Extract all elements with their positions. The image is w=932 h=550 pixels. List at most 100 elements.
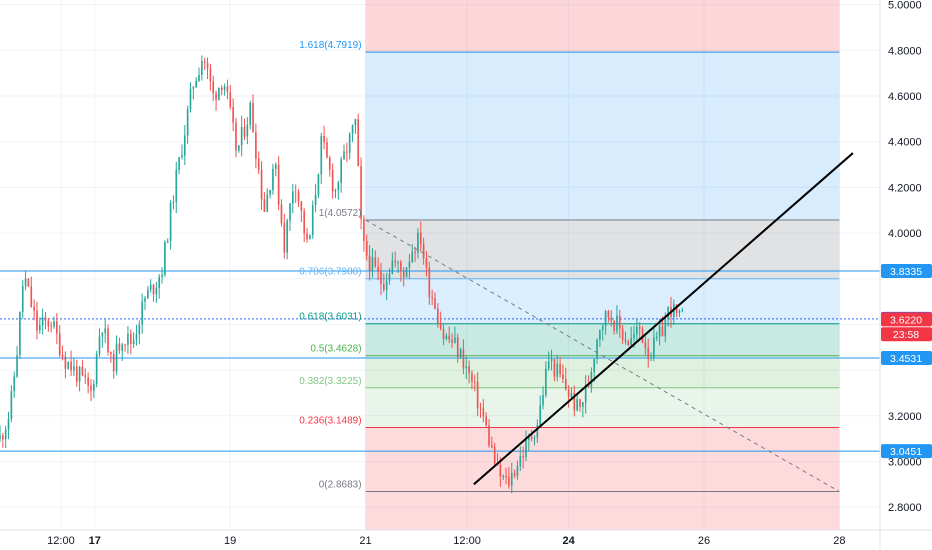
candle-body xyxy=(4,429,7,440)
candle-body xyxy=(198,74,200,81)
candle-body xyxy=(121,344,124,351)
candle-body xyxy=(459,349,462,357)
x-tick-label: 12:00 xyxy=(453,535,481,547)
candle-body xyxy=(223,86,226,91)
candle-body xyxy=(567,389,570,397)
candle-body xyxy=(178,157,180,170)
candle-body xyxy=(158,276,161,289)
y-tick-label: 5.0000 xyxy=(888,0,922,12)
candle-body xyxy=(505,476,507,478)
fibonacci-labels: 1.618(4.7919) 1(4.0572) 0.786(3.7988) 0.618… xyxy=(299,40,361,490)
candle-body xyxy=(397,262,399,264)
candle-body xyxy=(147,289,149,299)
candle-body xyxy=(502,476,505,478)
candle-body xyxy=(272,168,274,190)
trendline[interactable] xyxy=(473,152,854,486)
candle-body xyxy=(394,260,397,263)
candle-body xyxy=(627,341,630,346)
candle-body xyxy=(95,354,98,384)
candle-body xyxy=(337,182,340,191)
candle-body xyxy=(451,339,453,343)
candle-body xyxy=(138,324,141,335)
candle-body xyxy=(141,301,143,325)
candle-body xyxy=(516,466,519,477)
candle-body xyxy=(519,456,522,467)
fib-trend-line[interactable] xyxy=(365,219,840,492)
candle-body xyxy=(525,440,527,458)
candle-body xyxy=(212,81,215,94)
candle-body xyxy=(331,169,334,192)
candle-body xyxy=(596,339,598,360)
candle-body xyxy=(246,124,249,137)
candle-body xyxy=(584,384,587,403)
candle-body xyxy=(67,361,70,369)
candle-body xyxy=(536,424,539,438)
candle-body xyxy=(286,220,288,253)
candle-body xyxy=(297,192,300,202)
candle-body xyxy=(317,174,320,195)
candle-body xyxy=(50,326,52,328)
candle-body xyxy=(166,241,169,243)
candle-body xyxy=(292,191,294,204)
candle-body xyxy=(491,445,493,448)
candle-body xyxy=(274,164,277,169)
candle-body xyxy=(47,320,50,327)
candle-body xyxy=(579,399,581,407)
y-tick-label: 4.8000 xyxy=(888,45,922,57)
candle-body xyxy=(510,472,513,486)
candle-body xyxy=(110,352,112,355)
candle-body xyxy=(465,366,468,369)
candle-body xyxy=(44,317,47,321)
y-tick-label: 4.6000 xyxy=(888,91,922,103)
candle-body xyxy=(343,151,345,160)
candle-body xyxy=(564,378,567,390)
candle-body xyxy=(257,158,260,171)
candle-body xyxy=(87,377,89,386)
candle-body xyxy=(269,189,271,195)
price-label-box xyxy=(881,444,932,459)
candle-body xyxy=(482,408,485,417)
candle-body xyxy=(357,119,360,167)
candle-body xyxy=(323,136,325,143)
candlesticks xyxy=(0,55,684,494)
y-tick-label: 3.2000 xyxy=(888,411,922,423)
candle-body xyxy=(58,333,61,356)
candle-body xyxy=(201,61,203,75)
drawings[interactable] xyxy=(365,152,854,492)
candle-body xyxy=(471,373,473,382)
candle-body xyxy=(220,87,223,91)
candle-body xyxy=(675,304,678,313)
candle-body xyxy=(303,211,306,234)
candle-body xyxy=(473,381,476,383)
candle-body xyxy=(249,103,252,125)
candle-body xyxy=(616,315,618,331)
candle-body xyxy=(144,298,146,302)
candle-body xyxy=(371,257,374,271)
candle-body xyxy=(306,233,308,240)
candle-body xyxy=(7,418,10,430)
candle-body xyxy=(633,333,635,339)
candle-body xyxy=(664,318,667,337)
candle-body xyxy=(300,201,303,212)
candle-body xyxy=(232,107,234,123)
candle-body xyxy=(19,311,21,356)
candle-body xyxy=(115,343,118,372)
candle-body xyxy=(445,335,448,340)
candle-body xyxy=(562,374,564,379)
candle-body xyxy=(84,375,87,378)
candle-body xyxy=(164,242,166,275)
horizontal-lines[interactable] xyxy=(0,270,880,452)
price-label-text: 23:58 xyxy=(893,329,919,341)
candle-body xyxy=(309,235,311,240)
candle-body xyxy=(647,347,650,358)
candle-body xyxy=(101,333,104,337)
candle-body xyxy=(277,164,280,205)
candle-body xyxy=(545,368,547,396)
candle-body xyxy=(56,321,58,334)
candle-body xyxy=(255,132,257,159)
candle-body xyxy=(360,166,362,219)
x-tick-label: 26 xyxy=(698,535,710,547)
y-tick-label: 4.4000 xyxy=(888,137,922,149)
candle-body xyxy=(169,202,172,242)
